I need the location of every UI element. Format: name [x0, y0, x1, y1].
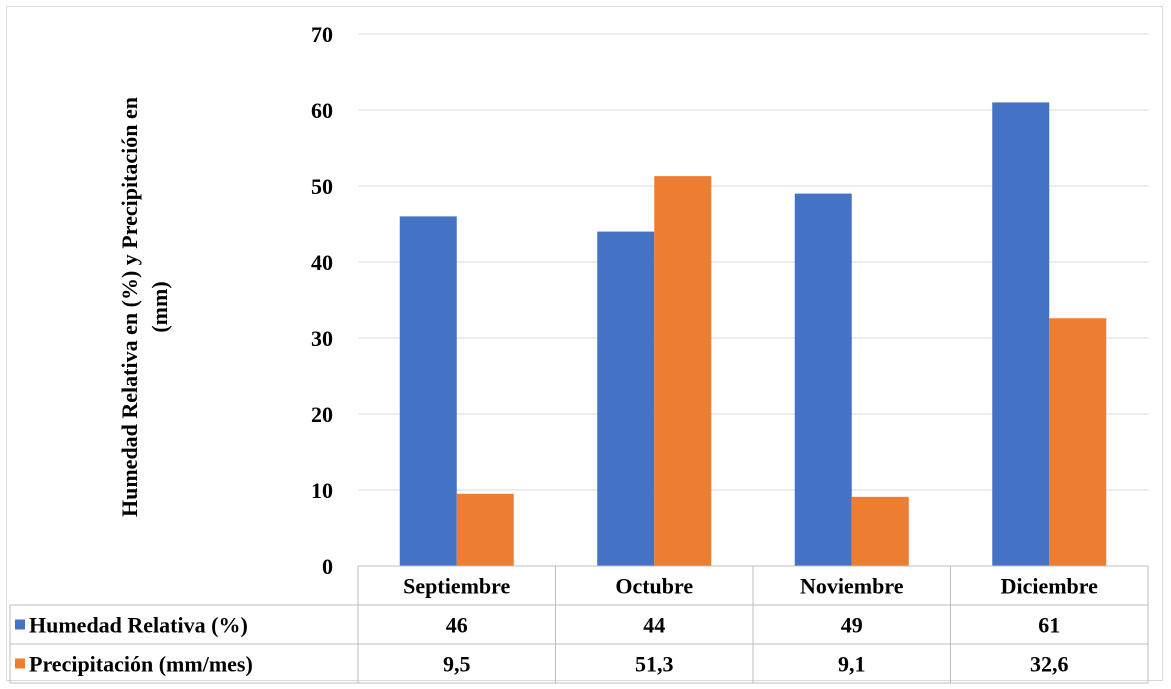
- y-axis-label-line2: (mm): [147, 281, 172, 332]
- bars: [399, 102, 1107, 567]
- bar-humedad-diciembre: [992, 102, 1050, 567]
- y-axis-label-line1: Humedad Relativa en (%) y Precipitación …: [117, 97, 142, 517]
- y-tick-label-70: 70: [311, 22, 333, 47]
- bar-precipitacion-octubre: [654, 176, 712, 566]
- y-tick-label-20: 20: [311, 402, 333, 427]
- y-tick-label-10: 10: [311, 478, 333, 503]
- data-value-precipitacion-diciembre: 32,6: [1030, 652, 1069, 677]
- series-name-humedad: Humedad Relativa (%): [29, 613, 248, 638]
- y-tick-label-0: 0: [322, 554, 333, 579]
- y-tick-label-60: 60: [311, 98, 333, 123]
- data-value-precipitacion-septiembre: 9,5: [443, 652, 471, 677]
- y-tick-label-40: 40: [311, 250, 333, 275]
- legend-key-humedad: [15, 619, 25, 630]
- y-tick-label-30: 30: [311, 326, 333, 351]
- y-axis-label: Humedad Relativa en (%) y Precipitación …: [117, 97, 172, 517]
- bar-precipitacion-noviembre: [851, 496, 909, 566]
- y-axis-tick-labels: 0 10 20 30 40 50 60 70: [311, 22, 333, 579]
- data-value-humedad-octubre: 44: [643, 613, 665, 638]
- data-value-humedad-diciembre: 61: [1038, 613, 1060, 638]
- data-value-humedad-septiembre: 46: [446, 613, 468, 638]
- category-label-septiembre: Septiembre: [403, 574, 510, 599]
- bar-precipitacion-septiembre: [456, 493, 514, 566]
- category-label-octubre: Octubre: [615, 574, 693, 599]
- bar-humedad-septiembre: [399, 216, 457, 566]
- legend-key-precipitacion: [15, 658, 25, 669]
- chart-frame: [6, 6, 1163, 681]
- data-value-humedad-noviembre: 49: [841, 613, 863, 638]
- data-table: Septiembre Octubre Noviembre Diciembre Humed…: [9, 565, 1149, 684]
- bar-precipitacion-diciembre: [1049, 318, 1107, 566]
- data-value-precipitacion-octubre: 51,3: [635, 652, 674, 677]
- bar-humedad-noviembre: [794, 193, 852, 566]
- category-label-diciembre: Diciembre: [1001, 574, 1099, 599]
- data-value-precipitacion-noviembre: 9,1: [838, 652, 866, 677]
- y-tick-label-50: 50: [311, 174, 333, 199]
- bar-humedad-octubre: [597, 231, 655, 566]
- category-label-noviembre: Noviembre: [800, 574, 904, 599]
- series-name-precipitacion: Precipitación (mm/mes): [29, 652, 253, 677]
